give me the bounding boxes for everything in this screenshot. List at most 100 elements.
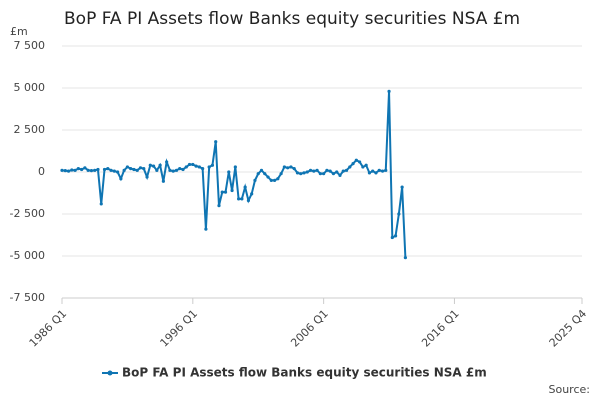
point (60, 168, 64, 172)
point (145, 175, 149, 179)
point (80, 167, 84, 172)
point (76, 167, 80, 171)
point (187, 162, 192, 167)
source: Source: (549, 383, 591, 396)
point (338, 173, 342, 177)
point (325, 168, 329, 172)
point (377, 168, 381, 172)
point (174, 168, 179, 172)
point (348, 165, 352, 169)
point (142, 167, 146, 171)
point (207, 165, 211, 169)
point (351, 162, 355, 166)
y-tick-label: 0 (38, 165, 45, 178)
point (99, 202, 103, 206)
point (197, 165, 201, 169)
point (299, 172, 303, 176)
y-tick-label: 5 000 (14, 81, 46, 94)
point (151, 164, 156, 168)
point (250, 192, 254, 196)
point (112, 169, 116, 173)
point (129, 167, 133, 171)
point (125, 165, 130, 169)
point (282, 165, 286, 169)
point (66, 169, 71, 173)
point (135, 168, 139, 172)
point (240, 197, 244, 201)
point (384, 168, 388, 172)
point (109, 168, 113, 172)
y-tick-label: -5 000 (10, 249, 45, 262)
legend-marker (107, 370, 113, 376)
x-tick-label: 2006 Q1 (288, 307, 331, 350)
point (315, 168, 319, 172)
y-tick-label: 7 500 (14, 39, 46, 52)
point (276, 177, 280, 181)
y-unit: £m (10, 25, 28, 38)
point (302, 171, 306, 175)
point (335, 170, 339, 174)
point (364, 163, 368, 167)
point (102, 167, 107, 172)
point (148, 163, 152, 167)
point (400, 185, 404, 189)
x-tick-label: 2025 Q4 (547, 307, 590, 350)
x-tick-label: 1996 Q1 (158, 307, 201, 350)
x-tick-label: 2016 Q1 (419, 307, 462, 350)
point (214, 140, 218, 144)
point (194, 164, 198, 168)
x-tick-label: 1986 Q1 (27, 307, 70, 350)
point (204, 227, 208, 231)
point (165, 160, 169, 164)
point (263, 172, 267, 176)
point (70, 168, 74, 172)
point (295, 171, 300, 175)
point (184, 165, 188, 169)
point (289, 165, 293, 169)
y-tick-label: 2 500 (14, 123, 46, 136)
point (279, 172, 283, 176)
point (390, 235, 394, 240)
point (227, 170, 231, 174)
point (341, 169, 345, 173)
point (155, 168, 159, 172)
y-tick-label: -7 500 (10, 291, 45, 304)
point (358, 160, 362, 164)
point (367, 171, 372, 175)
point (230, 188, 234, 193)
point (119, 177, 123, 181)
point (403, 256, 407, 260)
point (374, 171, 378, 175)
point (115, 170, 120, 174)
point (168, 168, 172, 172)
point (272, 178, 277, 182)
legend-label: BoP FA PI Assets flow Banks equity secur… (122, 366, 487, 380)
point (233, 165, 237, 169)
point (63, 169, 67, 173)
point (305, 170, 309, 174)
point (210, 163, 215, 167)
point (132, 167, 136, 172)
point (286, 166, 290, 170)
point (220, 190, 224, 194)
point (181, 167, 185, 172)
point (328, 169, 332, 173)
point (256, 172, 260, 176)
point (223, 190, 228, 194)
point (243, 185, 247, 189)
point (217, 204, 221, 208)
point (201, 167, 205, 171)
point (266, 175, 270, 179)
point (312, 169, 316, 173)
point (246, 198, 251, 203)
point (106, 167, 110, 171)
point (89, 169, 94, 173)
point (393, 234, 398, 238)
point (178, 167, 182, 171)
point (387, 89, 391, 93)
point (158, 163, 162, 167)
point (138, 166, 143, 170)
point (93, 168, 97, 172)
point (269, 178, 273, 182)
